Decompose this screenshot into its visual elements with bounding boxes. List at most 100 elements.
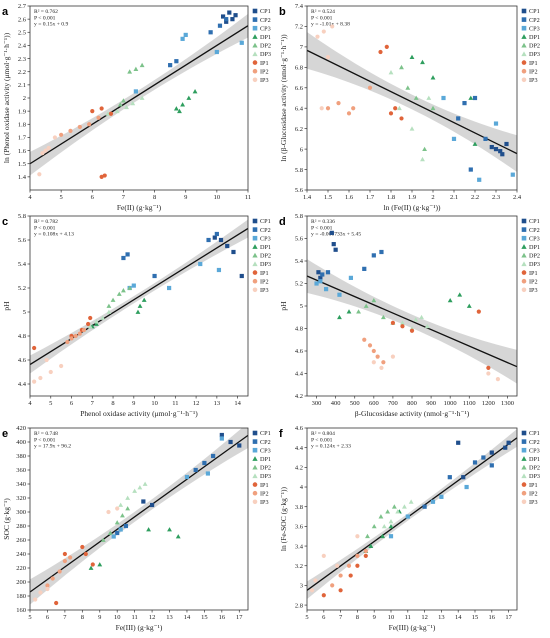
legend-marker [521,25,527,31]
data-point [363,303,369,308]
series-DP3 [381,499,414,529]
x-tick-label: 9 [98,614,101,621]
data-point [175,534,181,539]
data-point [106,309,112,314]
panel-e: 5 6 7 8 9 10 11 12 13 14 15 16 17 160 180 200 220 240 260 2… [2,425,271,632]
data-point [184,474,190,480]
y-tick-label: 6.6 [295,85,304,92]
data-point [367,85,373,90]
series-IP2 [330,548,368,588]
data-point [206,237,211,243]
x-tick-label: 500 [350,400,360,407]
data-point [368,543,374,548]
data-point [323,287,329,292]
y-tick-label: 6.8 [295,65,303,72]
data-point [77,124,82,130]
legend-marker [252,42,258,48]
data-point [139,62,145,68]
legend-marker [521,60,527,65]
data-point [224,17,229,22]
data-point [230,17,235,22]
series-DP1 [88,527,181,570]
data-point [217,23,223,28]
data-point [413,317,419,322]
legend-marker [521,439,527,444]
x-tick-label: 16 [489,614,496,621]
data-point [422,504,427,509]
data-point [94,321,99,326]
y-tick-label: 7.2 [295,24,303,31]
legend-label: CP1 [529,218,540,225]
data-point [231,249,236,255]
data-point [205,471,210,476]
legend-label: CP2 [260,227,271,234]
x-tick-label: 4 [28,400,32,407]
data-point [330,583,335,588]
legend-marker [521,278,527,284]
series-DP2 [100,506,131,542]
legend-label: IP3 [529,499,538,506]
data-point [367,343,373,348]
data-point [400,324,405,329]
y-tick-label: 2.6 [18,16,27,23]
data-point [338,573,343,578]
x-axis-label: Fe(II) (g·kg⁻¹) [117,203,162,212]
data-point [486,371,491,376]
data-point [86,321,91,327]
y-tick-label: 1.9 [18,108,26,115]
legend-marker [521,252,527,258]
data-point [384,44,389,49]
data-point [503,445,508,450]
legend-label: IP2 [260,490,269,497]
y-axis-label: ln (β-Glucosidase activity (nmol·g⁻¹·h⁻¹… [279,34,288,162]
data-point [106,509,111,515]
series-IP3 [309,534,360,593]
x-tick-label: 15 [472,614,479,621]
data-point [239,273,244,279]
x-axis-label: Fe(III) (g·kg⁻¹) [389,623,436,632]
data-point [168,63,173,68]
data-point [447,475,452,480]
x-tick-label: 7 [91,400,95,407]
plot-frame [29,215,249,397]
data-point [378,49,383,55]
data-point [461,475,466,480]
data-point [420,156,425,162]
legend-marker [252,473,258,479]
x-tick-label: 9 [132,400,135,407]
data-point [152,273,157,279]
y-tick-label: 4.4 [18,381,27,388]
fit-line [30,434,248,593]
legend-label: CP2 [529,227,540,234]
legend-marker [252,252,258,258]
legend-label: IP3 [529,287,538,294]
data-point [69,336,74,341]
data-point [183,32,188,38]
x-tick-label: 300 [312,400,322,407]
data-point [405,85,411,90]
x-tick-label: 4 [28,194,32,201]
y-tick-label: 5.6 [18,237,27,244]
data-point [88,315,93,321]
legend-marker [521,270,527,275]
data-point [388,534,394,539]
data-point [68,555,73,560]
data-point [100,315,106,320]
y-tick-label: 1.4 [18,174,27,181]
legend-marker [252,261,258,267]
x-tick-label: 9 [373,614,376,621]
data-point [141,499,146,504]
data-point [447,297,453,303]
data-point [325,270,331,275]
legend-label: IP2 [529,490,538,497]
data-point [348,275,354,280]
data-point [363,553,368,558]
x-tick-label: 15 [201,614,208,621]
data-point [198,261,203,267]
data-point [81,327,87,333]
data-point [87,323,93,329]
data-point [321,29,326,34]
